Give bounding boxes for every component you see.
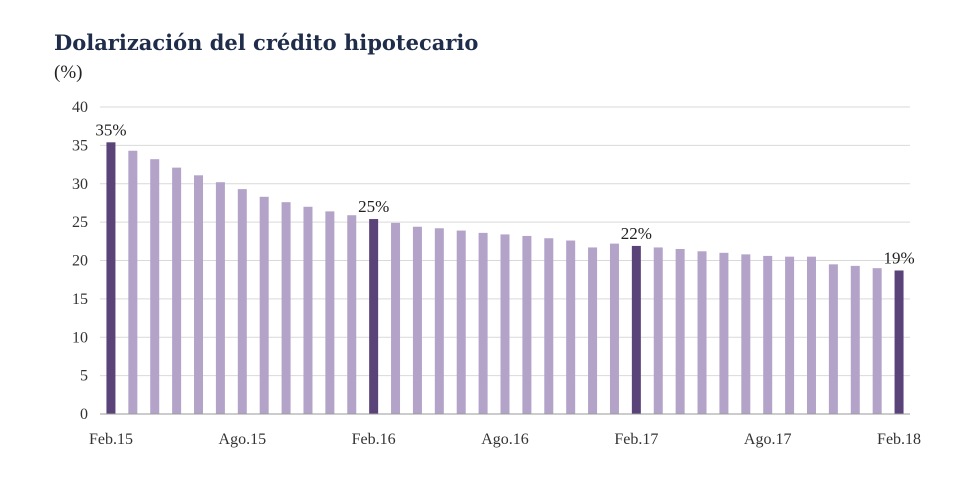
bar-highlighted <box>631 245 641 414</box>
bar <box>237 189 247 414</box>
bar <box>391 222 401 414</box>
bar <box>215 182 225 414</box>
y-tick-label: 30 <box>72 176 88 193</box>
bar <box>281 202 291 414</box>
x-tick-label: Ago.15 <box>219 431 267 448</box>
data-labels: 35% 25% 22% 19% <box>95 120 914 267</box>
bar <box>478 232 488 414</box>
bar <box>522 235 532 414</box>
x-tick-label: Ago.16 <box>481 431 529 448</box>
bar <box>325 211 335 414</box>
data-label: 22% <box>621 224 652 243</box>
bar <box>347 215 357 414</box>
y-tick-label: 40 <box>72 99 88 116</box>
bar <box>588 247 598 414</box>
bar <box>741 254 751 414</box>
bar <box>456 230 466 414</box>
y-tick-label: 20 <box>72 253 88 270</box>
bars <box>106 142 904 414</box>
y-tick-label: 35 <box>72 137 88 154</box>
x-axis-ticks: Feb.15 Ago.15 Feb.16 Ago.16 Feb.17 Ago.17 Feb.… <box>89 431 921 448</box>
bar-highlighted <box>369 219 379 414</box>
y-axis-ticks: 0 5 10 15 20 25 30 35 40 <box>72 99 88 423</box>
bar <box>872 268 882 414</box>
bar <box>150 159 160 414</box>
bar <box>697 251 707 414</box>
y-tick-label: 15 <box>72 291 88 308</box>
bar <box>544 238 554 414</box>
data-label: 35% <box>95 120 126 139</box>
x-tick-label: Feb.15 <box>89 431 133 448</box>
x-tick-label: Ago.17 <box>744 431 792 448</box>
chart-title: Dolarización del crédito hipotecario <box>54 30 479 55</box>
y-tick-label: 5 <box>80 368 88 385</box>
bar <box>828 264 838 414</box>
y-tick-label: 0 <box>80 406 88 423</box>
bar <box>566 240 576 414</box>
bar <box>500 234 510 414</box>
bar <box>303 206 313 414</box>
y-tick-label: 10 <box>72 329 88 346</box>
x-tick-label: Feb.16 <box>352 431 396 448</box>
data-label: 25% <box>358 197 389 216</box>
bar <box>763 255 773 414</box>
bar <box>675 248 685 414</box>
bar <box>719 252 729 414</box>
bar <box>434 228 444 414</box>
bar <box>128 150 138 414</box>
x-tick-label: Feb.18 <box>877 431 921 448</box>
bar-highlighted <box>894 270 904 414</box>
bar <box>653 247 663 414</box>
data-label: 19% <box>883 248 914 267</box>
chart-subtitle: (%) <box>54 62 83 83</box>
bar <box>806 256 816 414</box>
bar <box>194 175 204 414</box>
bar <box>259 196 269 414</box>
bar <box>609 243 619 414</box>
x-tick-label: Feb.17 <box>614 431 658 448</box>
bar <box>785 256 795 414</box>
bar <box>412 226 422 414</box>
y-tick-label: 25 <box>72 214 88 231</box>
bar <box>850 265 860 414</box>
bar-highlighted <box>106 142 116 414</box>
bar <box>172 167 182 414</box>
